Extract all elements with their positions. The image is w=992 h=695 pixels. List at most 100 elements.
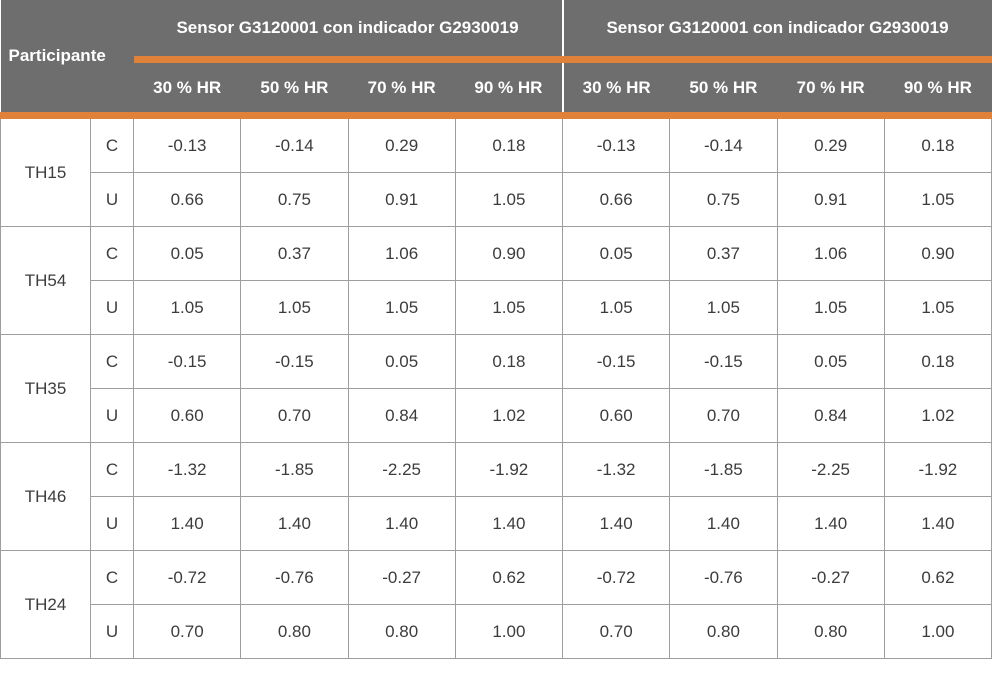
table-row: U 1.40 1.40 1.40 1.40 1.40 1.40 1.40 1.4… [1,496,992,551]
value-cell: 0.80 [240,604,349,659]
value-cell: 1.06 [776,226,885,281]
column-header-30hr-g2: 30 % HR [561,59,670,119]
group-header-row: Participante Sensor G3120001 con indicad… [0,0,992,119]
column-header-90hr-g2: 90 % HR [884,59,992,119]
value-cell: 1.05 [454,172,564,227]
value-cell: -0.76 [669,550,778,605]
value-cell: 0.05 [561,226,671,281]
sensor-group-1-header: Sensor G3120001 con indicador G2930019 [133,0,563,63]
value-cell: 1.05 [240,280,349,335]
value-cell: 1.40 [240,496,349,551]
value-cell: -0.14 [669,115,778,173]
column-header-50hr-g1: 50 % HR [240,59,348,119]
value-cell: 1.40 [561,496,671,551]
value-cell: 0.84 [776,388,885,443]
value-cell: 0.80 [776,604,885,659]
value-cell: 1.40 [883,496,992,551]
value-cell: 1.40 [347,496,456,551]
value-cell: 0.70 [132,604,242,659]
value-cell: 1.40 [776,496,885,551]
row-type-cell: U [90,496,134,551]
value-cell: 0.29 [347,115,456,173]
value-cell: 0.37 [669,226,778,281]
row-type-cell: C [90,115,134,173]
participant-cell: TH15 [0,115,91,227]
value-cell: -1.32 [561,442,671,497]
value-cell: 1.05 [669,280,778,335]
value-cell: -1.85 [669,442,778,497]
value-cell: 0.18 [883,334,992,389]
value-cell: -0.76 [240,550,349,605]
table-header: Participante Sensor G3120001 con indicad… [0,0,992,119]
value-cell: -0.27 [776,550,885,605]
value-cell: -0.15 [132,334,242,389]
value-cell: 0.18 [454,115,564,173]
value-cell: 0.91 [776,172,885,227]
value-cell: 0.37 [240,226,349,281]
value-cell: 0.90 [454,226,564,281]
sensor-group-2-header: Sensor G3120001 con indicador G2930019 [561,0,992,63]
value-cell: -1.85 [240,442,349,497]
value-cell: 0.91 [347,172,456,227]
row-type-cell: C [90,442,134,497]
table-row: U 0.66 0.75 0.91 1.05 0.66 0.75 0.91 1.0… [1,172,992,227]
value-cell: 1.40 [454,496,564,551]
row-type-cell: U [90,388,134,443]
table-row: U 0.60 0.70 0.84 1.02 0.60 0.70 0.84 1.0… [1,388,992,443]
value-cell: 0.60 [132,388,242,443]
value-cell: 1.05 [454,280,564,335]
column-header-30hr-g1: 30 % HR [133,59,241,119]
table-row: TH46 C -1.32 -1.85 -2.25 -1.92 -1.32 -1.… [0,442,992,551]
value-cell: 0.75 [669,172,778,227]
value-cell: -0.13 [561,115,671,173]
value-cell: 0.18 [883,115,992,173]
value-cell: -0.15 [561,334,671,389]
table-row: TH54 C 0.05 0.37 1.06 0.90 0.05 0.37 1.0… [0,226,992,335]
value-cell: -0.72 [561,550,671,605]
value-cell: 0.84 [347,388,456,443]
row-type-cell: U [90,280,134,335]
value-cell: 1.05 [883,280,992,335]
value-cell: 0.62 [883,550,992,605]
sub-header-row: 30 % HR 50 % HR 70 % HR 90 % HR 30 % HR … [1,59,992,119]
value-cell: 1.05 [776,280,885,335]
value-cell: 1.40 [669,496,778,551]
value-cell: 1.02 [454,388,564,443]
value-cell: 1.05 [561,280,671,335]
value-cell: -2.25 [347,442,456,497]
value-cell: 1.00 [454,604,564,659]
value-cell: 1.05 [132,280,242,335]
value-cell: 1.06 [347,226,456,281]
row-type-cell: C [90,334,134,389]
value-cell: 0.75 [240,172,349,227]
value-cell: 0.05 [132,226,242,281]
column-header-70hr-g2: 70 % HR [777,59,885,119]
row-type-cell: U [90,172,134,227]
table-row: TH35 C -0.15 -0.15 0.05 0.18 -0.15 -0.15… [0,334,992,443]
value-cell: -0.13 [132,115,242,173]
value-cell: 0.60 [561,388,671,443]
value-cell: 0.80 [669,604,778,659]
value-cell: 0.80 [347,604,456,659]
value-cell: -2.25 [776,442,885,497]
value-cell: 1.05 [347,280,456,335]
participant-cell: TH24 [0,550,91,659]
value-cell: 0.70 [561,604,671,659]
calibration-results-table: Participante Sensor G3120001 con indicad… [0,0,992,659]
row-type-cell: U [90,604,134,659]
value-cell: 1.05 [883,172,992,227]
participant-cell: TH35 [0,334,91,443]
value-cell: 0.66 [132,172,242,227]
value-cell: 1.40 [132,496,242,551]
column-header-70hr-g1: 70 % HR [348,59,456,119]
value-cell: 0.62 [454,550,564,605]
value-cell: -0.72 [132,550,242,605]
value-cell: 0.70 [240,388,349,443]
value-cell: 0.66 [561,172,671,227]
value-cell: 0.05 [776,334,885,389]
value-cell: 0.29 [776,115,885,173]
participant-column-header: Participante [0,0,134,119]
value-cell: 0.18 [454,334,564,389]
value-cell: -1.32 [132,442,242,497]
